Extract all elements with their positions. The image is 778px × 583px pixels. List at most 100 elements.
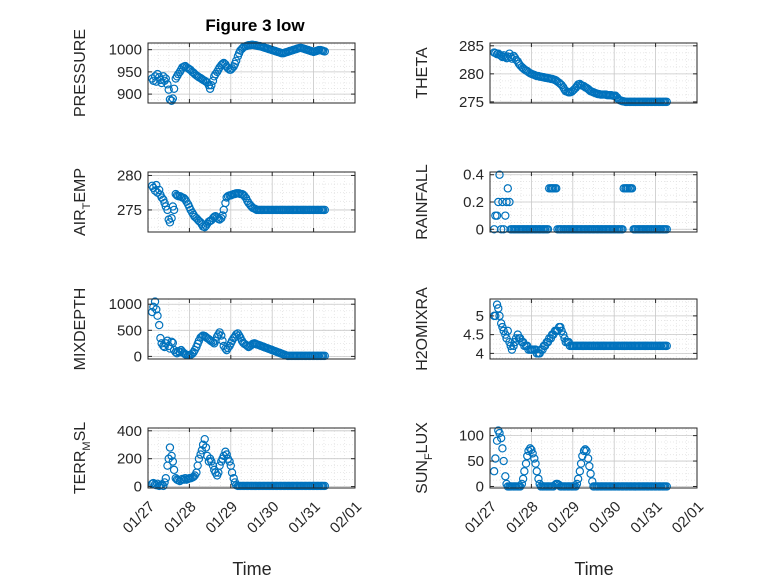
y-axis-label-main: SUN bbox=[414, 460, 431, 494]
data-point bbox=[212, 213, 222, 222]
data-point bbox=[169, 84, 179, 93]
y-axis-label-main: PRESSURE bbox=[72, 29, 89, 117]
x-tick-label: 01/31 bbox=[627, 498, 666, 537]
data-point bbox=[662, 97, 671, 107]
y-tick-label: 275 bbox=[459, 94, 484, 111]
y-axis-label: PRESSURE bbox=[72, 29, 89, 117]
data-point bbox=[150, 186, 160, 195]
data-point bbox=[167, 214, 176, 223]
data-point bbox=[586, 469, 595, 478]
y-axis-label-subscript: T bbox=[81, 202, 93, 209]
y-tick-label: 5 bbox=[476, 308, 484, 325]
subplot-pressure: 900 950 1000 PRESSURE bbox=[72, 29, 356, 117]
data-point bbox=[222, 345, 231, 355]
data-point bbox=[518, 474, 528, 484]
data-point bbox=[568, 86, 578, 95]
data-point bbox=[198, 440, 208, 449]
y-axis-label: MIXDEPTH bbox=[72, 288, 89, 371]
data-point bbox=[161, 74, 170, 83]
data-point bbox=[501, 211, 510, 220]
data-point bbox=[207, 457, 216, 466]
data-point bbox=[153, 311, 162, 320]
data-point bbox=[528, 449, 537, 458]
subplot-terr: 0 200 400 01/27 01/28 01/29 01/30 01/31 02/01 TER… bbox=[72, 422, 365, 537]
x-tick-label: 01/30 bbox=[244, 498, 283, 537]
data-point bbox=[156, 333, 165, 343]
data-point bbox=[165, 218, 175, 227]
data-point bbox=[489, 467, 499, 476]
axes-box bbox=[489, 42, 698, 104]
y-tick-label: 4.5 bbox=[463, 327, 484, 344]
data-point bbox=[496, 225, 506, 234]
data-point bbox=[554, 78, 564, 88]
x-tick-label: 02/01 bbox=[669, 498, 708, 537]
data-point bbox=[163, 336, 172, 345]
axes-box bbox=[147, 427, 356, 489]
data-point bbox=[496, 433, 506, 443]
data-point bbox=[160, 478, 169, 487]
data-point bbox=[588, 477, 597, 486]
data-point bbox=[662, 341, 671, 351]
data-point bbox=[505, 197, 514, 207]
y-tick-label: 1000 bbox=[109, 296, 142, 313]
y-axis-label: RAINFALL bbox=[414, 164, 431, 240]
y-tick-label: 4 bbox=[476, 345, 484, 362]
x-tick-label: 01/27 bbox=[120, 498, 159, 537]
x-tick-label: 01/31 bbox=[285, 498, 324, 537]
y-tick-label: 280 bbox=[459, 66, 484, 83]
data-point bbox=[585, 461, 594, 471]
y-tick-label: 0 bbox=[134, 479, 142, 496]
data-point bbox=[531, 459, 540, 468]
y-tick-label: 0.2 bbox=[463, 194, 484, 211]
data-point bbox=[320, 205, 329, 215]
y-tick-label: 200 bbox=[117, 451, 142, 468]
data-point bbox=[212, 332, 222, 341]
data-point bbox=[492, 300, 502, 309]
data-point bbox=[193, 215, 202, 224]
subplot-h2omixra: 44.5 5 H2OMIXRA bbox=[414, 287, 698, 371]
x-tick-label: 01/28 bbox=[161, 498, 200, 537]
x-tick-label: 01/29 bbox=[544, 498, 583, 537]
x-tick-label: 01/29 bbox=[202, 498, 241, 537]
data-point bbox=[200, 434, 209, 444]
y-tick-label: 900 bbox=[117, 86, 142, 103]
data-point bbox=[530, 454, 539, 463]
data-point bbox=[227, 64, 237, 73]
y-tick-label: 0 bbox=[134, 348, 142, 365]
data-point bbox=[217, 61, 226, 70]
data-point bbox=[581, 445, 590, 454]
y-tick-label: 100 bbox=[459, 428, 484, 445]
data-point bbox=[197, 332, 207, 341]
data-point bbox=[217, 331, 226, 340]
data-point bbox=[189, 472, 198, 482]
data-point bbox=[495, 428, 504, 438]
data-point bbox=[557, 80, 566, 90]
x-axis-label-right: Time bbox=[574, 559, 613, 579]
y-axis-label-suffix: LUX bbox=[414, 422, 431, 453]
data-point bbox=[201, 443, 211, 452]
y-axis-label-main: H2OMIXRA bbox=[414, 287, 431, 371]
subplot-sun: 0 50 100 01/27 01/28 01/29 01/30 01/31 02/01 SUNF… bbox=[414, 422, 707, 537]
data-point bbox=[169, 205, 179, 215]
y-tick-label: 400 bbox=[117, 423, 142, 440]
data-point bbox=[202, 451, 212, 461]
data-point bbox=[197, 220, 207, 229]
data-point bbox=[491, 454, 500, 463]
data-point bbox=[218, 59, 227, 69]
data-point bbox=[501, 472, 510, 481]
data-point bbox=[511, 334, 521, 343]
data-point bbox=[494, 197, 503, 207]
data-point bbox=[618, 225, 627, 234]
data-point bbox=[222, 450, 231, 459]
y-axis-label: AIRTEMP bbox=[72, 168, 93, 236]
data-point bbox=[218, 211, 227, 220]
y-axis-label-subscript: F bbox=[423, 453, 435, 460]
data-point bbox=[509, 341, 518, 351]
axes-box bbox=[147, 298, 356, 360]
axes-box bbox=[489, 427, 698, 489]
axes-box bbox=[147, 42, 356, 104]
data-point bbox=[627, 184, 637, 193]
data-point bbox=[194, 454, 204, 463]
x-tick-label: 01/30 bbox=[586, 498, 625, 537]
data-point bbox=[525, 444, 535, 453]
